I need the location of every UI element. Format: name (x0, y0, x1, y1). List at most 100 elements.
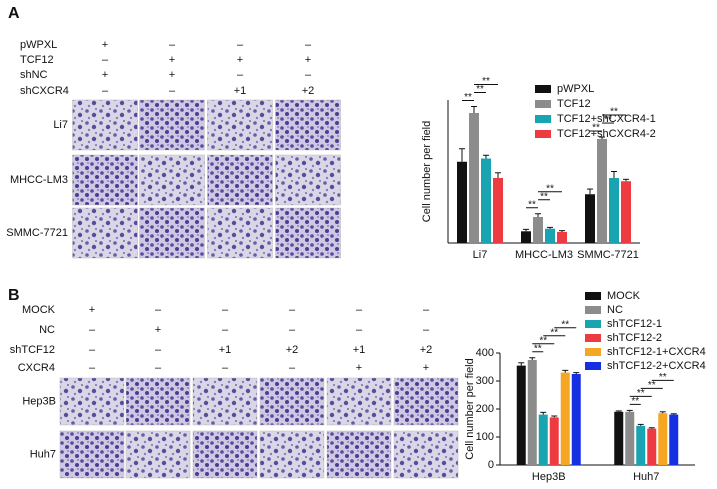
condition-mark: + (305, 54, 311, 66)
bar (527, 360, 537, 465)
y-axis-title: Cell number per field (464, 358, 476, 460)
y-tick-label: 300 (476, 375, 494, 387)
condition-label: pWPXL (20, 39, 57, 51)
micrograph (192, 377, 258, 426)
micrograph (207, 99, 273, 151)
condition-mark: – (222, 304, 229, 316)
condition-label: CXCR4 (18, 362, 55, 374)
legend-label: shTCF12-2 (607, 332, 662, 344)
bar (521, 231, 531, 243)
micrograph (275, 207, 341, 259)
legend-swatch (585, 320, 601, 328)
panel-label: B (8, 287, 20, 304)
micrograph (72, 99, 138, 151)
bar (585, 194, 595, 243)
x-tick-label: MHCC-LM3 (515, 249, 573, 261)
condition-mark: – (89, 324, 96, 336)
condition-mark: – (289, 324, 296, 336)
micrograph (139, 154, 205, 206)
significance-label: ** (648, 380, 656, 391)
bar (621, 181, 631, 243)
micrograph (393, 377, 459, 426)
bar (538, 414, 548, 465)
condition-mark: + (169, 54, 175, 66)
x-tick-label: Huh7 (633, 471, 659, 483)
legend-swatch (535, 100, 551, 108)
significance-label: ** (546, 183, 554, 194)
bar (647, 428, 657, 465)
significance-label: ** (659, 372, 667, 383)
condition-mark: + (155, 324, 161, 336)
bar (469, 113, 479, 243)
significance-label: ** (482, 76, 490, 87)
micrograph (207, 154, 273, 206)
bar (533, 217, 543, 243)
legend-swatch (535, 115, 551, 123)
condition-mark: – (305, 69, 312, 81)
significance-label: ** (637, 388, 645, 399)
condition-mark: + (423, 362, 429, 374)
legend-label: NC (607, 304, 623, 316)
significance-label: ** (561, 319, 569, 330)
bar (609, 178, 619, 243)
condition-label: NC (39, 324, 55, 336)
condition-mark: – (305, 39, 312, 51)
condition-mark: – (237, 39, 244, 51)
bar (557, 231, 567, 243)
condition-mark: – (423, 304, 430, 316)
bar (614, 411, 624, 465)
condition-mark: – (289, 362, 296, 374)
micrograph (259, 430, 325, 479)
legend-swatch (535, 130, 551, 138)
significance-label: ** (592, 123, 600, 134)
y-tick-label: 0 (488, 459, 494, 471)
x-tick-label: Li7 (473, 249, 488, 261)
legend-label: TCF12+shCXCR4-1 (557, 113, 656, 125)
condition-mark: – (169, 85, 176, 97)
condition-mark: – (155, 304, 162, 316)
significance-label: ** (550, 327, 558, 338)
x-tick-label: SMMC-7721 (577, 249, 639, 261)
condition-mark: + (356, 362, 362, 374)
condition-mark: +2 (286, 344, 299, 356)
micrograph (259, 377, 325, 426)
row-label: SMMC-7721 (6, 227, 68, 239)
legend-label: pWPXL (557, 83, 594, 95)
micrograph (139, 207, 205, 259)
y-tick-label: 400 (476, 347, 494, 359)
condition-label: TCF12 (20, 54, 54, 66)
bar (493, 178, 503, 243)
row-label: Huh7 (30, 448, 56, 460)
significance-label: ** (476, 84, 484, 95)
condition-mark: +2 (302, 85, 315, 97)
condition-label: shTCF12 (10, 344, 55, 356)
row-label: Li7 (53, 119, 68, 131)
condition-mark: +1 (234, 85, 247, 97)
condition-mark: – (102, 85, 109, 97)
bar (481, 158, 491, 243)
condition-mark: – (89, 362, 96, 374)
condition-label: MOCK (22, 304, 56, 316)
bar (560, 372, 570, 465)
micrograph (275, 99, 341, 151)
condition-mark: + (102, 39, 108, 51)
bar (597, 139, 607, 243)
legend-swatch (585, 348, 601, 356)
significance-label: ** (631, 396, 639, 407)
significance-label: ** (464, 92, 472, 103)
micrograph (139, 99, 205, 151)
row-label: MHCC-LM3 (10, 174, 68, 186)
legend-label: TCF12 (557, 98, 591, 110)
bar (549, 417, 559, 465)
micrograph (125, 377, 191, 426)
micrograph (207, 207, 273, 259)
row-label: Hep3B (22, 395, 56, 407)
bar (457, 161, 467, 243)
condition-mark: – (102, 54, 109, 66)
condition-mark: – (169, 39, 176, 51)
micrograph (59, 377, 125, 426)
significance-label: ** (610, 107, 618, 118)
condition-mark: +1 (353, 344, 366, 356)
condition-mark: – (155, 362, 162, 374)
